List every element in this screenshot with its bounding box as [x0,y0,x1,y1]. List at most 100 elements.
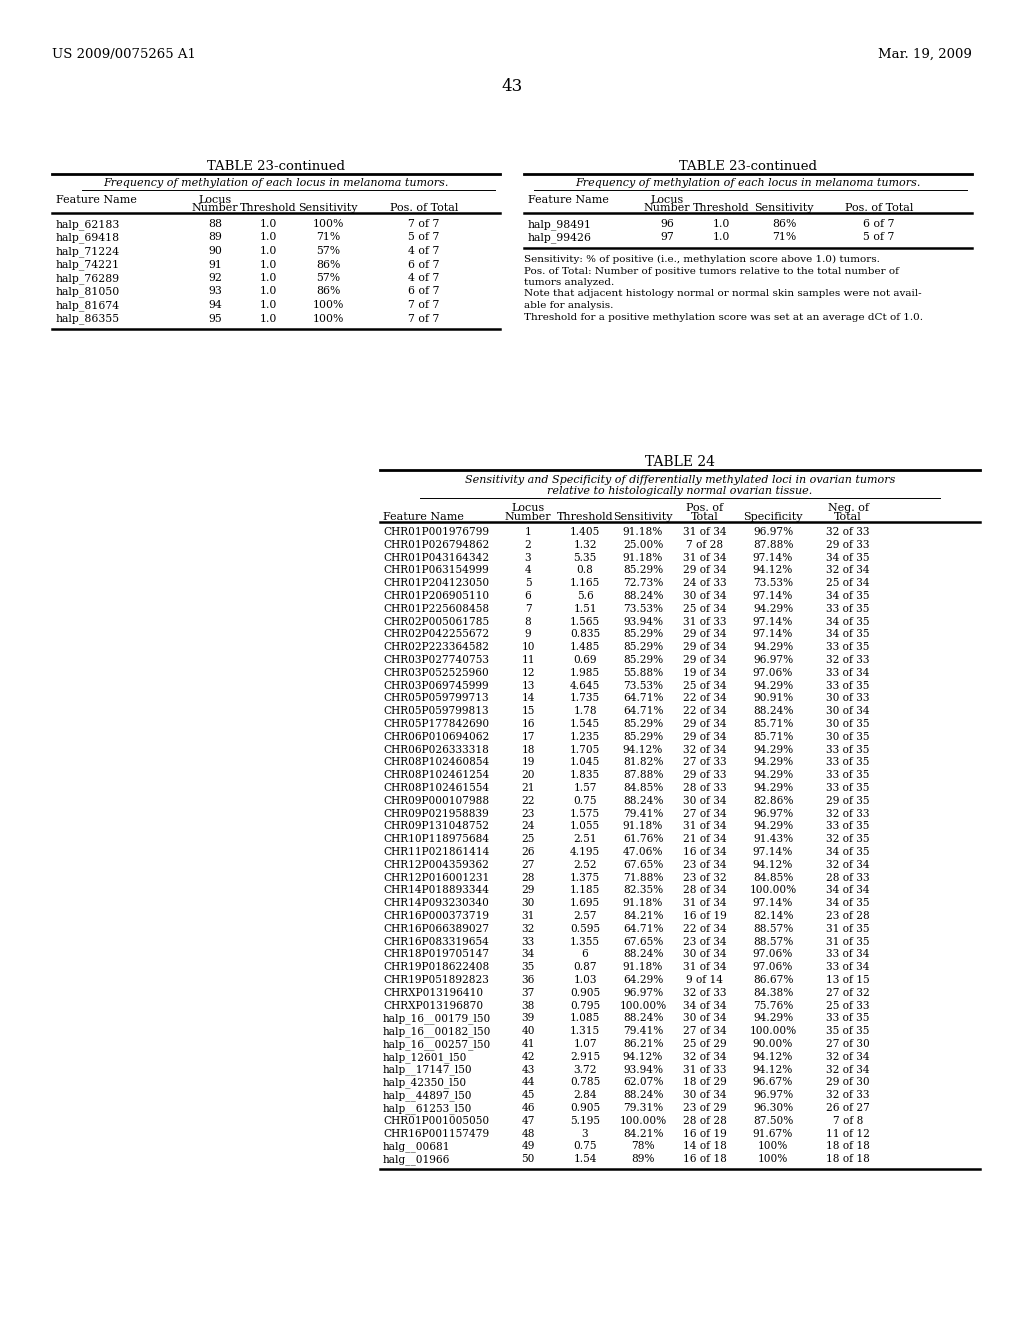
Text: 91.18%: 91.18% [623,962,664,973]
Text: 0.8: 0.8 [577,565,594,576]
Text: Total: Total [835,512,862,521]
Text: 89%: 89% [631,1154,654,1164]
Text: Sensitivity and Specificity of differentially methylated loci in ovarian tumors: Sensitivity and Specificity of different… [465,475,895,484]
Text: TABLE 23-continued: TABLE 23-continued [679,160,817,173]
Text: 29 of 34: 29 of 34 [683,643,727,652]
Text: 18 of 18: 18 of 18 [826,1154,870,1164]
Text: 34 of 35: 34 of 35 [826,847,869,857]
Text: CHR19P051892823: CHR19P051892823 [383,975,488,985]
Text: 7 of 7: 7 of 7 [409,314,439,323]
Text: 86.67%: 86.67% [753,975,794,985]
Text: 29: 29 [521,886,535,895]
Text: 11: 11 [521,655,535,665]
Text: halp_16__00257_l50: halp_16__00257_l50 [383,1039,492,1049]
Text: TABLE 23-continued: TABLE 23-continued [207,160,345,173]
Text: Threshold: Threshold [692,203,750,213]
Text: 86%: 86% [772,219,797,228]
Text: 35 of 35: 35 of 35 [826,1026,869,1036]
Text: 29 of 33: 29 of 33 [826,540,869,550]
Text: 96.97%: 96.97% [623,987,664,998]
Text: 1.985: 1.985 [570,668,600,677]
Text: 6 of 7: 6 of 7 [409,260,439,269]
Text: CHR01P204123050: CHR01P204123050 [383,578,489,589]
Text: CHR19P018622408: CHR19P018622408 [383,962,489,973]
Text: 32: 32 [521,924,535,933]
Text: 49: 49 [521,1142,535,1151]
Text: 90.91%: 90.91% [753,693,794,704]
Text: 16 of 19: 16 of 19 [683,1129,727,1139]
Text: 96.97%: 96.97% [753,655,794,665]
Text: halp_42350_l50: halp_42350_l50 [383,1077,467,1088]
Text: CHR11P021861414: CHR11P021861414 [383,847,489,857]
Text: 92: 92 [208,273,222,282]
Text: 25 of 33: 25 of 33 [826,1001,869,1011]
Text: Note that adjacent histology normal or normal skin samples were not avail-: Note that adjacent histology normal or n… [524,289,922,298]
Text: 33 of 35: 33 of 35 [826,681,869,690]
Text: 30 of 34: 30 of 34 [683,796,727,805]
Text: 0.69: 0.69 [573,655,597,665]
Text: able for analysis.: able for analysis. [524,301,613,310]
Text: 45: 45 [521,1090,535,1100]
Text: 50: 50 [521,1154,535,1164]
Text: 88.57%: 88.57% [753,937,794,946]
Text: 1.085: 1.085 [570,1014,600,1023]
Text: CHR01P001005050: CHR01P001005050 [383,1115,489,1126]
Text: 64.71%: 64.71% [623,693,664,704]
Text: 0.905: 0.905 [570,1104,600,1113]
Text: 33: 33 [521,937,535,946]
Text: 32 of 33: 32 of 33 [826,655,869,665]
Text: 32 of 34: 32 of 34 [826,565,869,576]
Text: CHR14P018893344: CHR14P018893344 [383,886,489,895]
Text: 96.97%: 96.97% [753,1090,794,1100]
Text: 97.14%: 97.14% [753,553,794,562]
Text: 34 of 35: 34 of 35 [826,630,869,639]
Text: 71%: 71% [772,232,796,243]
Text: 73.53%: 73.53% [623,681,664,690]
Text: 93.94%: 93.94% [623,616,664,627]
Text: CHR01P001976799: CHR01P001976799 [383,527,489,537]
Text: 1.0: 1.0 [259,219,276,228]
Text: 1.235: 1.235 [570,731,600,742]
Text: 29 of 35: 29 of 35 [826,796,869,805]
Text: 12: 12 [521,668,535,677]
Text: 1.485: 1.485 [570,643,600,652]
Text: 30 of 35: 30 of 35 [826,719,869,729]
Text: 79.41%: 79.41% [623,809,664,818]
Text: 33 of 35: 33 of 35 [826,821,869,832]
Text: 72.73%: 72.73% [623,578,664,589]
Text: 1.0: 1.0 [259,286,276,297]
Text: halp_81050: halp_81050 [56,286,120,297]
Text: 7 of 8: 7 of 8 [833,1115,863,1126]
Text: halp_71224: halp_71224 [56,246,120,256]
Text: Feature Name: Feature Name [528,195,609,205]
Text: Specificity: Specificity [743,512,803,521]
Text: Locus: Locus [511,503,545,513]
Text: 30 of 34: 30 of 34 [683,1090,727,1100]
Text: 94.29%: 94.29% [753,603,794,614]
Text: 1.07: 1.07 [573,1039,597,1049]
Text: CHR06P026333318: CHR06P026333318 [383,744,488,755]
Text: 33 of 34: 33 of 34 [826,668,869,677]
Text: 91.43%: 91.43% [753,834,794,845]
Text: 100.00%: 100.00% [750,886,797,895]
Text: 6: 6 [582,949,589,960]
Text: 94.12%: 94.12% [753,565,794,576]
Text: 95: 95 [208,314,222,323]
Text: CHR01P063154999: CHR01P063154999 [383,565,488,576]
Text: 27 of 34: 27 of 34 [683,809,727,818]
Text: halp_12601_l50: halp_12601_l50 [383,1052,467,1063]
Text: halp__17147_l50: halp__17147_l50 [383,1065,473,1076]
Text: Frequency of methylation of each locus in melanoma tumors.: Frequency of methylation of each locus i… [575,178,921,187]
Text: 79.41%: 79.41% [623,1026,664,1036]
Text: 34 of 35: 34 of 35 [826,591,869,601]
Text: 33 of 35: 33 of 35 [826,1014,869,1023]
Text: 57%: 57% [316,246,340,256]
Text: Pos. of Total: Number of positive tumors relative to the total number of: Pos. of Total: Number of positive tumors… [524,267,899,276]
Text: 31 of 34: 31 of 34 [683,821,727,832]
Text: 1.695: 1.695 [570,898,600,908]
Text: 64.71%: 64.71% [623,924,664,933]
Text: 91: 91 [208,260,222,269]
Text: 86%: 86% [315,286,340,297]
Text: 18 of 29: 18 of 29 [683,1077,727,1088]
Text: 18: 18 [521,744,535,755]
